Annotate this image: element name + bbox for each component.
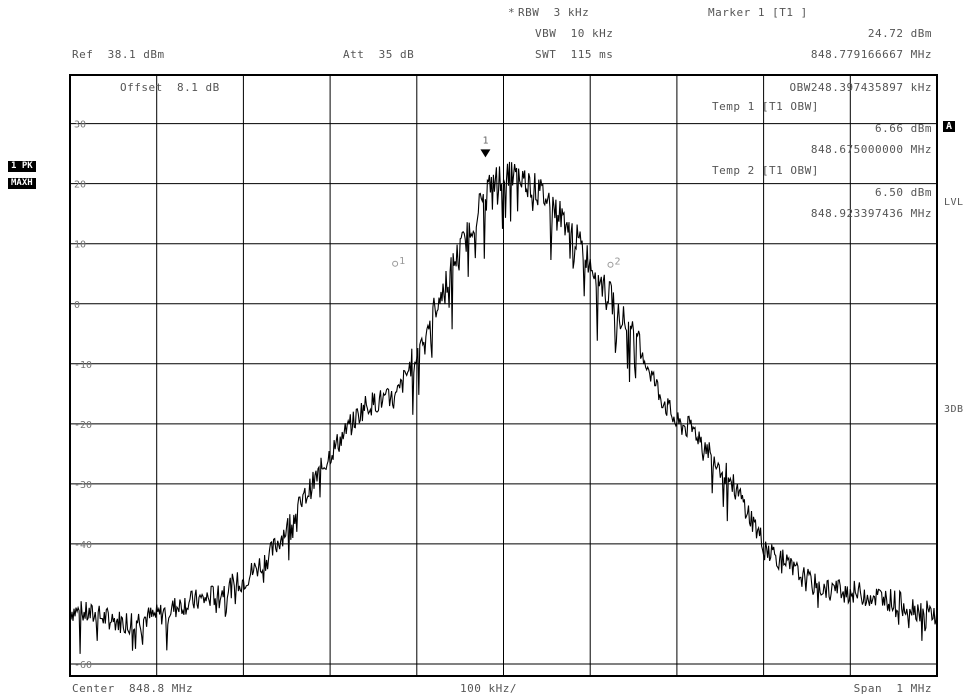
marker-1-label: 1 <box>482 135 488 146</box>
marker-title: Marker 1 [T1 ] <box>708 6 808 19</box>
three-db-label: 3DB <box>944 404 964 415</box>
temp2-frequency: 848.923397436 MHz <box>810 207 932 220</box>
vbw-readout: VBW 10 kHz <box>535 27 614 40</box>
grid <box>69 74 938 677</box>
y-tick-label: 20 <box>74 180 86 191</box>
marker-1-triangle <box>480 149 491 158</box>
temp1-frequency: 848.675000000 MHz <box>810 143 932 156</box>
y-tick-label: -10 <box>74 360 92 371</box>
lvl-label: LVL <box>944 197 964 208</box>
trace-line <box>69 161 938 654</box>
swt-readout: SWT 115 ms <box>535 48 614 61</box>
rbw-readout: RBW 3 kHz <box>518 6 590 19</box>
temp-marker-1 <box>392 260 399 267</box>
y-tick-label: -60 <box>74 660 92 671</box>
trace-layer <box>69 161 938 654</box>
rbw-star: * <box>508 6 516 19</box>
span-readout: Span 1 MHz <box>853 682 932 695</box>
screen-a-badge: A <box>943 121 956 132</box>
ref-level-readout: Ref 38.1 dBm <box>72 48 165 61</box>
obw-readout: OBW248.397435897 kHz <box>789 81 932 94</box>
temp-marker-label: 2 <box>614 257 620 268</box>
y-tick-label: 10 <box>74 240 86 251</box>
trace-detector-badge: 1 PK <box>8 161 36 172</box>
attenuation-readout: Att 35 dB <box>343 48 415 61</box>
offset-readout: Offset 8.1 dB <box>120 81 220 94</box>
marker-level: 24.72 dBm <box>867 27 932 40</box>
temp2-level: 6.50 dBm <box>875 186 932 199</box>
y-tick-label: -30 <box>74 480 92 491</box>
marker-layer: 1 1 2 <box>392 135 621 268</box>
temp1-level: 6.66 dBm <box>875 122 932 135</box>
y-tick-label: 30 <box>74 120 86 131</box>
temp2-title: Temp 2 [T1 OBW] <box>712 164 819 177</box>
division-scale: 100 kHz/ <box>460 682 517 695</box>
trace-mode-badge: MAXH <box>8 178 36 189</box>
y-tick-labels: 30 20 10 0 -10 -20 -30 -40 -60 <box>74 120 92 671</box>
temp-marker-label: 1 <box>399 256 405 267</box>
center-frequency: Center 848.8 MHz <box>72 682 194 695</box>
y-tick-label: -40 <box>74 540 92 551</box>
marker-frequency: 848.779166667 MHz <box>810 48 932 61</box>
temp1-title: Temp 1 [T1 OBW] <box>712 100 819 113</box>
y-tick-label: -20 <box>74 420 92 431</box>
y-tick-label: 0 <box>74 300 80 311</box>
temp-marker-2 <box>607 261 614 268</box>
